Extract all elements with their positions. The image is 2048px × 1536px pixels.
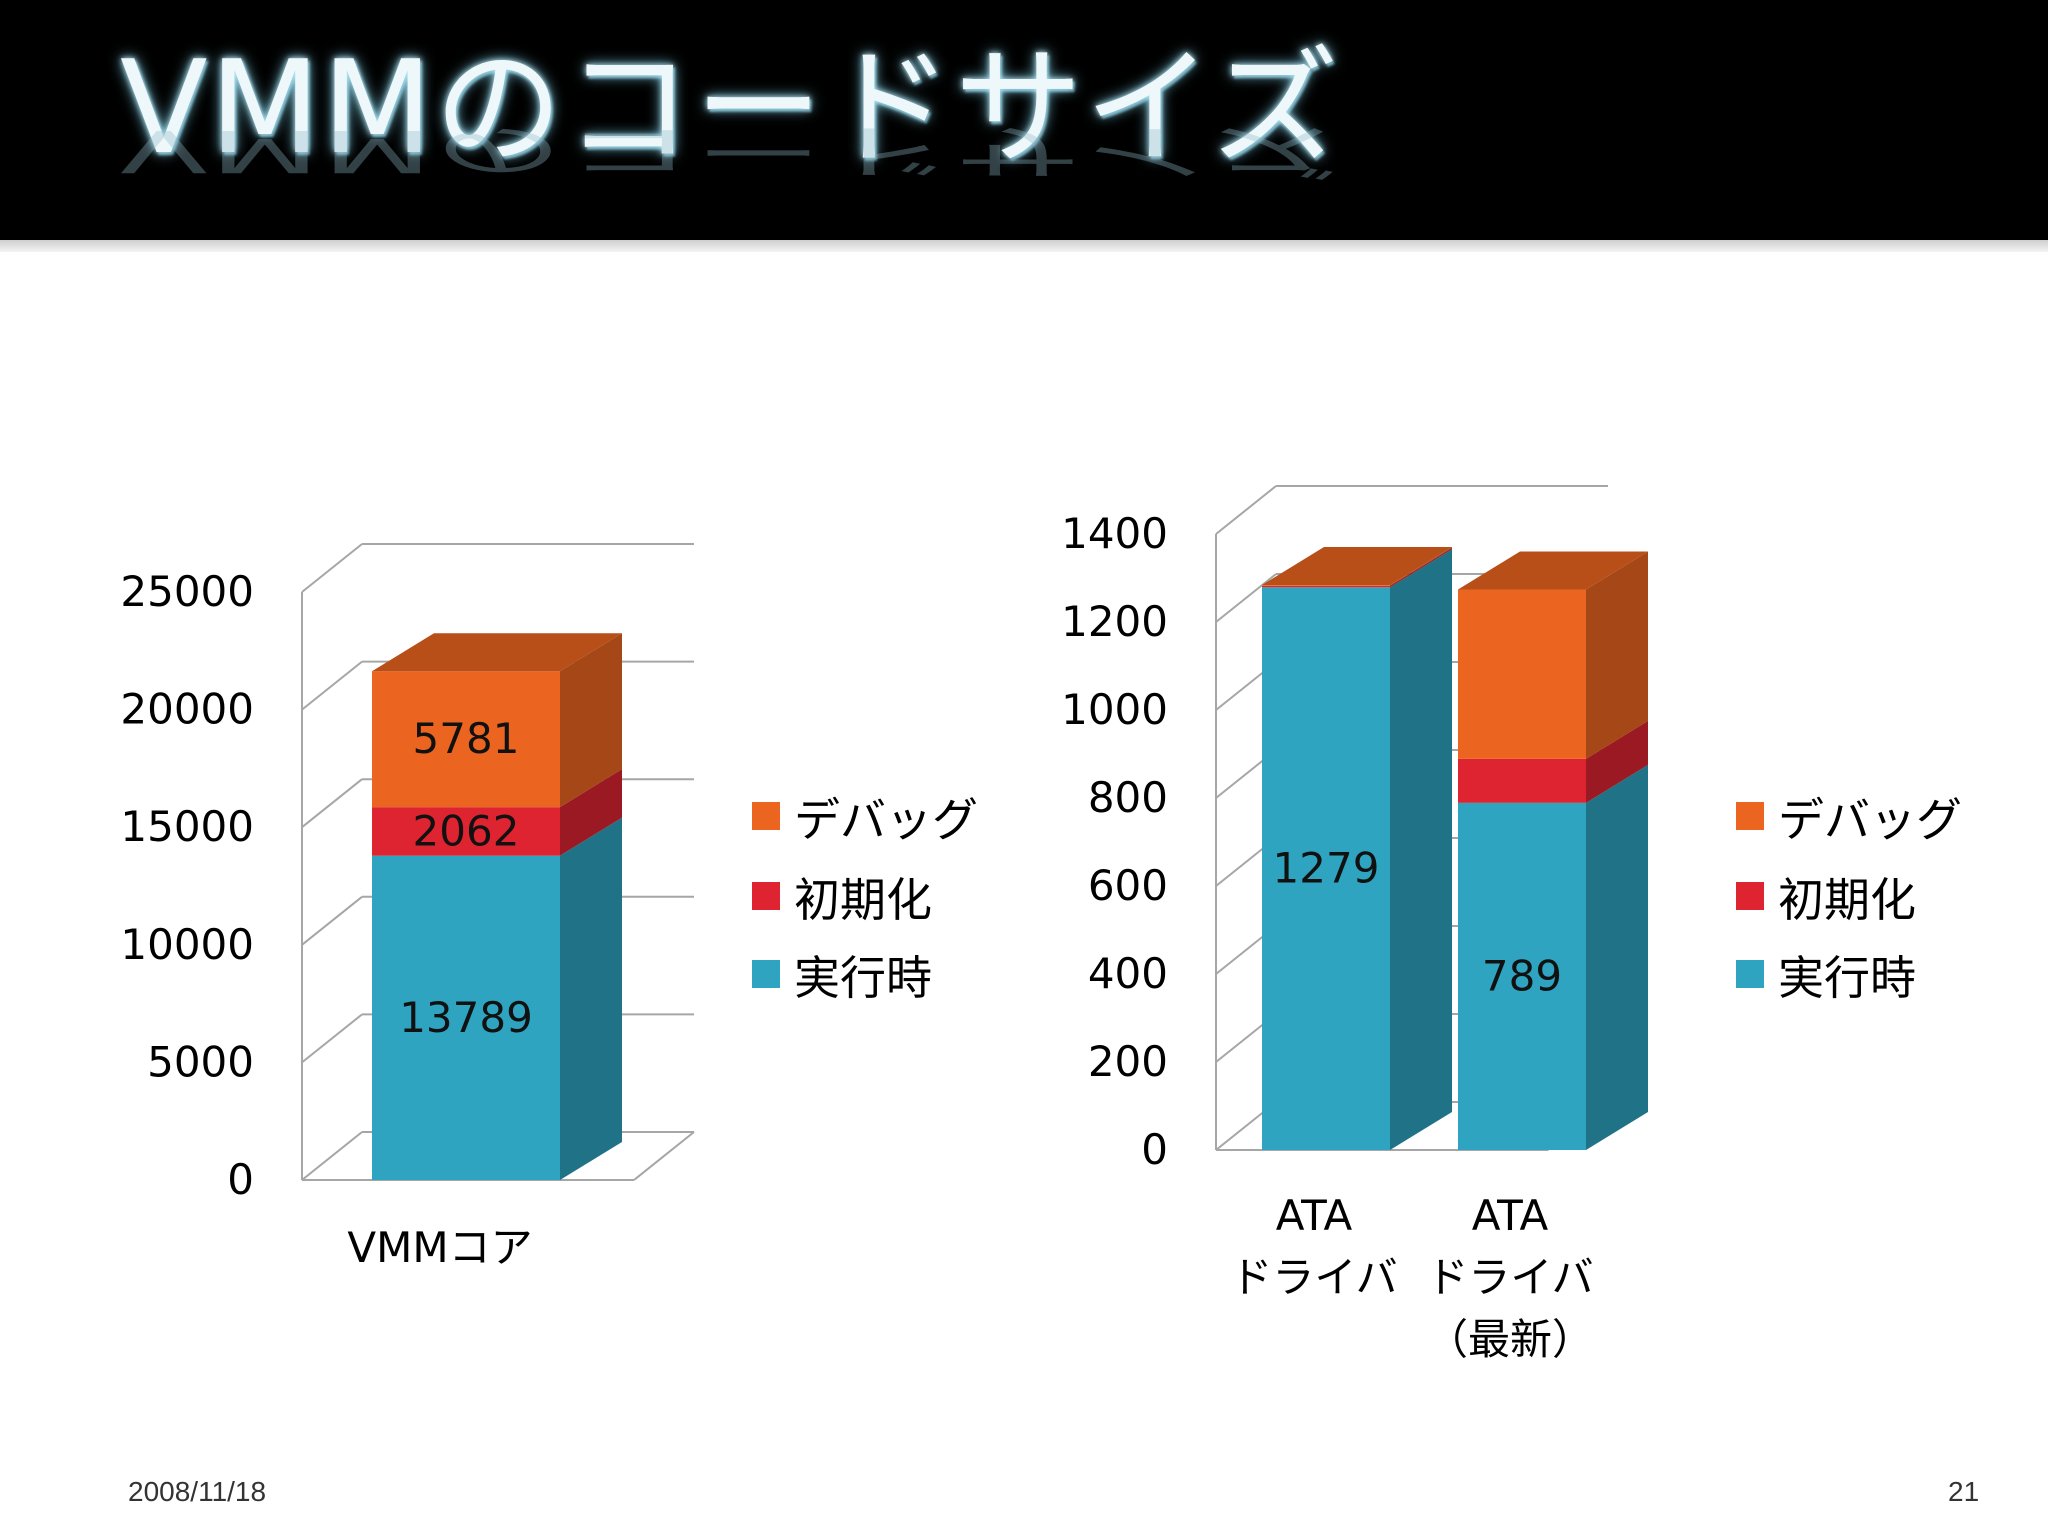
data-label: 1279 — [1273, 844, 1380, 893]
bar-segment-side — [1586, 720, 1648, 803]
y-tick-label: 800 — [1088, 773, 1168, 822]
legend-swatch — [1736, 802, 1764, 830]
bar-segment-side — [560, 633, 622, 808]
gridline-diagonal — [1215, 573, 1277, 623]
legend-label: 実行時 — [1778, 951, 1916, 1005]
title-bar — [0, 0, 2048, 240]
y-tick-label: 15000 — [120, 802, 254, 851]
data-label: 13789 — [399, 993, 533, 1042]
bar-segment-side — [560, 769, 622, 856]
y-tick-label: 5000 — [147, 1037, 254, 1086]
legend-label: 初期化 — [794, 873, 932, 927]
data-label: 5781 — [413, 714, 520, 763]
legend-swatch — [752, 882, 780, 910]
y-tick-label: 10000 — [120, 920, 254, 969]
bar-segment-front — [1458, 802, 1586, 1150]
bar-segment-side — [1586, 764, 1648, 1150]
bar-top-face — [1262, 547, 1452, 586]
footer-date: 2008/11/18 — [128, 1476, 267, 1507]
bar-top-face — [372, 633, 622, 672]
bar-segment-front — [1458, 758, 1586, 803]
category-label: （最新） — [1426, 1315, 1594, 1364]
data-label: 2062 — [413, 806, 520, 855]
bar-top-face — [1458, 551, 1648, 590]
gridline-diagonal — [301, 1131, 363, 1181]
legend-swatch — [1736, 960, 1764, 988]
y-tick-label: 1400 — [1061, 509, 1168, 558]
gridline-diagonal — [1215, 485, 1277, 535]
bar-segment-side — [1390, 547, 1452, 586]
y-tick-label: 0 — [227, 1155, 254, 1204]
data-label: 789 — [1482, 951, 1562, 1000]
bar-segment-front — [372, 671, 560, 808]
legend-label: 初期化 — [1778, 873, 1916, 927]
bar-segment-side — [1586, 551, 1648, 759]
bar-segment-side — [1390, 547, 1452, 588]
y-tick-label: 1000 — [1061, 685, 1168, 734]
bar-segment-front — [1458, 589, 1586, 759]
bar-segment-front — [372, 855, 560, 1180]
chart-ata-driver: 0 200 400 600 800 1000 1200 1400 1279 ATA ドライバ 789 A… — [1061, 485, 1962, 1364]
chart-vmm-core: 0 5000 10000 15000 20000 25000 13789 2062 5781 VM… — [120, 543, 978, 1272]
legend-label: デバッグ — [794, 793, 978, 847]
gridline-diagonal — [301, 543, 363, 593]
legend-label: デバッグ — [1778, 793, 1962, 847]
y-tick-label: 20000 — [120, 685, 254, 734]
legend-label: 実行時 — [794, 951, 932, 1005]
y-tick-label: 600 — [1088, 861, 1168, 910]
bar-segment-front — [1262, 585, 1390, 586]
bar-segment-side — [1390, 549, 1452, 1150]
y-tick-label: 400 — [1088, 949, 1168, 998]
floor-right-edge — [633, 1131, 695, 1181]
footer-page-number: 21 — [1948, 1476, 1980, 1507]
y-tick-label: 25000 — [120, 567, 254, 616]
gridline-diagonal — [301, 660, 363, 711]
legend-swatch — [1736, 882, 1764, 910]
y-tick-label: 1200 — [1061, 597, 1168, 646]
legend-swatch — [752, 802, 780, 830]
bar-segment-front — [372, 807, 560, 856]
category-label: ATA — [1276, 1191, 1353, 1240]
y-tick-label: 0 — [1141, 1125, 1168, 1174]
category-label: ドライバ — [1426, 1253, 1593, 1302]
bar-segment-side — [560, 817, 622, 1180]
category-label: VMMコア — [347, 1223, 532, 1272]
gridline-diagonal — [301, 778, 363, 828]
legend-swatch — [752, 960, 780, 988]
bar-segment-front — [1262, 585, 1390, 588]
gridline-diagonal — [301, 896, 363, 946]
category-label: ATA — [1472, 1191, 1549, 1240]
y-tick-label: 200 — [1088, 1037, 1168, 1086]
bar-segment-front — [1262, 587, 1390, 1150]
title-divider — [0, 240, 2048, 252]
gridline-diagonal — [301, 1013, 363, 1064]
category-label: ドライバ — [1230, 1253, 1397, 1302]
slide-title: VMMのコードサイズ — [120, 34, 1341, 183]
